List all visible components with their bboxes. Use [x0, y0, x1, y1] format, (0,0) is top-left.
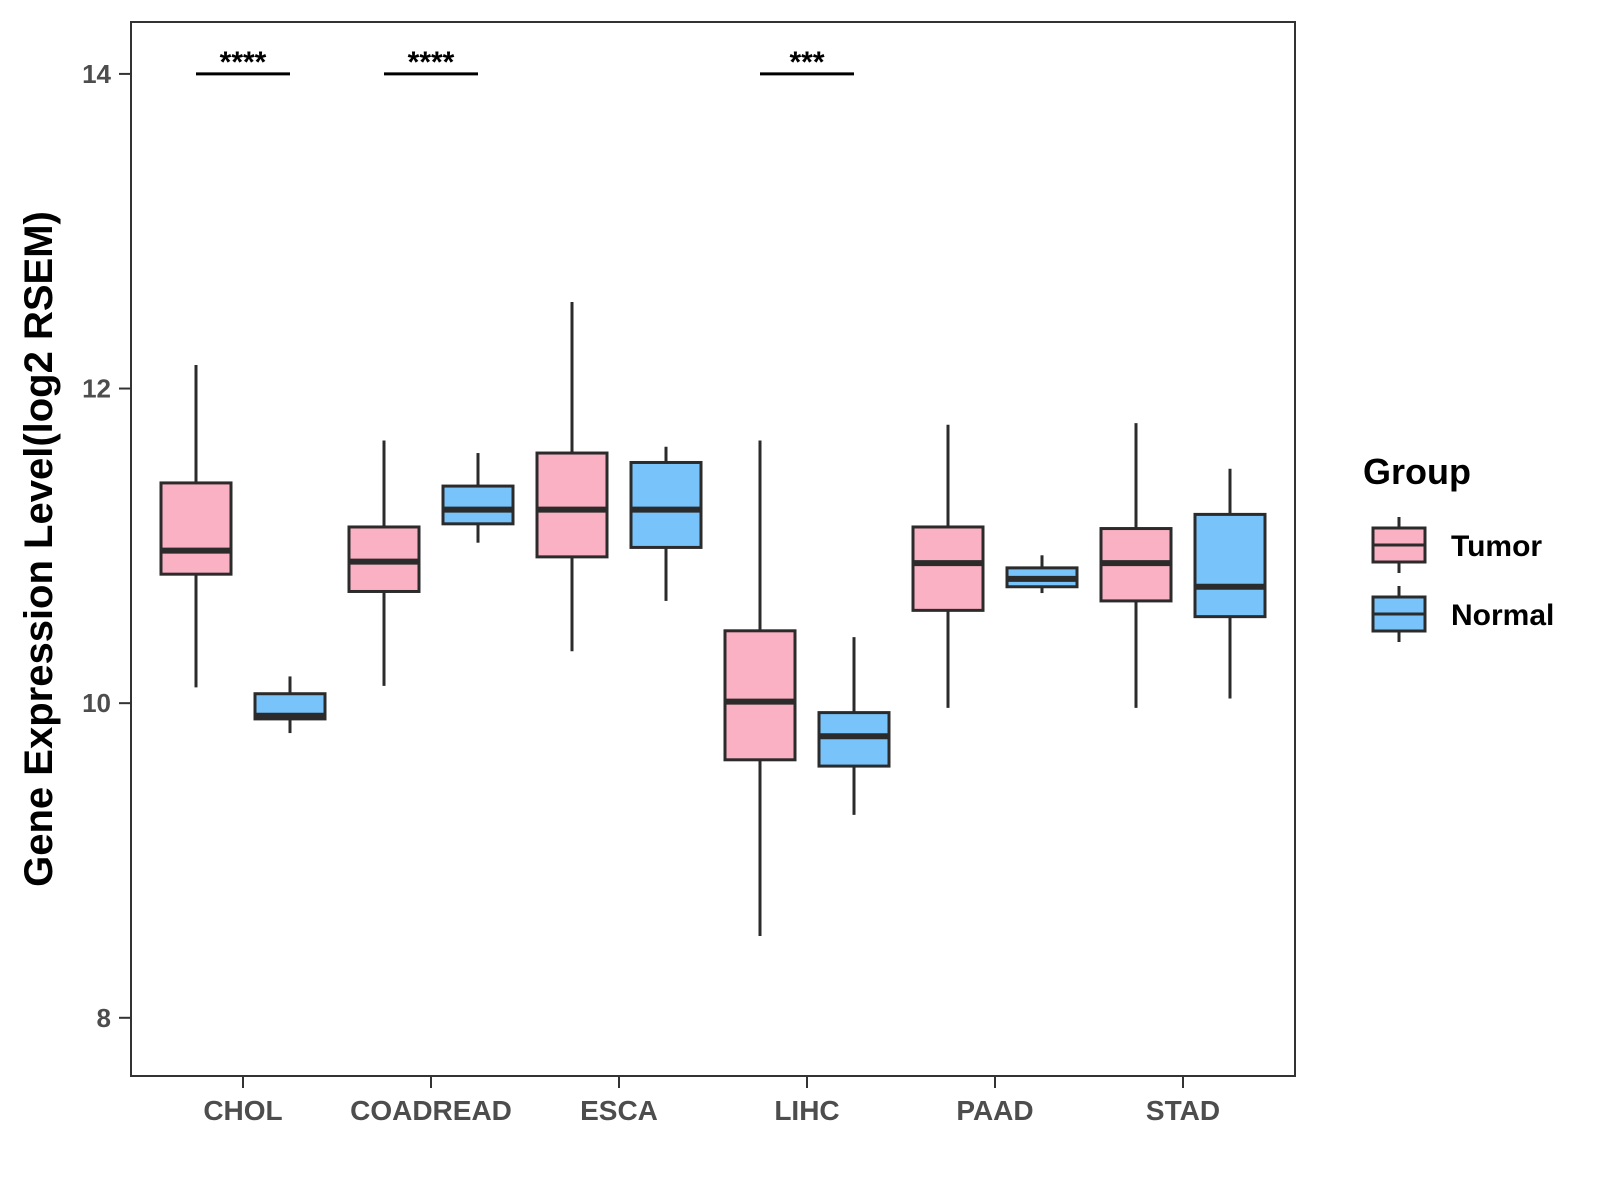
box-body [1193, 512, 1267, 619]
box-body [159, 481, 233, 576]
box-normal-coadread [441, 453, 515, 543]
legend-label: Normal [1451, 599, 1554, 632]
box-body [629, 460, 703, 549]
box-tumor-lihc [723, 440, 797, 936]
x-axis: CHOL COADREAD ESCA LIHC PAAD STAD [203, 1076, 1220, 1126]
y-tick-label: 8 [97, 1003, 111, 1033]
x-tick-label-coadread: COADREAD [350, 1095, 512, 1126]
y-tick-label: 10 [82, 688, 111, 718]
y-axis-label: Gene Expression Level(log2 RSEM) [17, 211, 61, 887]
box-tumor-stad [1099, 423, 1173, 708]
y-axis: 8 10 12 14 [82, 59, 131, 1033]
significance-label: *** [789, 46, 824, 79]
box-normal-chol [253, 676, 327, 734]
box-body [723, 629, 797, 762]
box-tumor-paad [911, 424, 985, 708]
x-tick-label-chol: CHOL [203, 1095, 282, 1126]
significance-label: **** [408, 46, 455, 79]
legend-label: Tumor [1451, 530, 1542, 563]
significance-lihc: *** [760, 46, 854, 79]
box-normal-lihc [817, 637, 891, 815]
significance-coadread: **** [384, 46, 478, 79]
legend-title: Group [1363, 451, 1471, 492]
box-tumor-coadread [347, 440, 421, 686]
box-body [817, 711, 891, 768]
box-tumor-chol [159, 364, 233, 688]
legend-entry-tumor: Tumor [1371, 517, 1542, 573]
x-tick-label-paad: PAAD [956, 1095, 1033, 1126]
box-tumor-esca [535, 302, 609, 652]
chart-marks: **** **** *** [159, 46, 1267, 936]
legend-entry-normal: Normal [1371, 586, 1554, 642]
y-tick-label: 14 [82, 59, 111, 89]
legend: Group Tumor Normal [1363, 451, 1554, 642]
significance-chol: **** [196, 46, 290, 79]
x-tick-label-esca: ESCA [580, 1095, 658, 1126]
box-body [441, 484, 515, 526]
box-body [911, 525, 985, 612]
box-normal-stad [1193, 468, 1267, 699]
x-tick-label-stad: STAD [1146, 1095, 1220, 1126]
y-tick-label: 12 [82, 374, 111, 404]
significance-label: **** [220, 46, 267, 79]
box-body [535, 451, 609, 559]
box-normal-paad [1005, 555, 1079, 594]
x-tick-label-lihc: LIHC [774, 1095, 839, 1126]
box-normal-esca [629, 446, 703, 601]
